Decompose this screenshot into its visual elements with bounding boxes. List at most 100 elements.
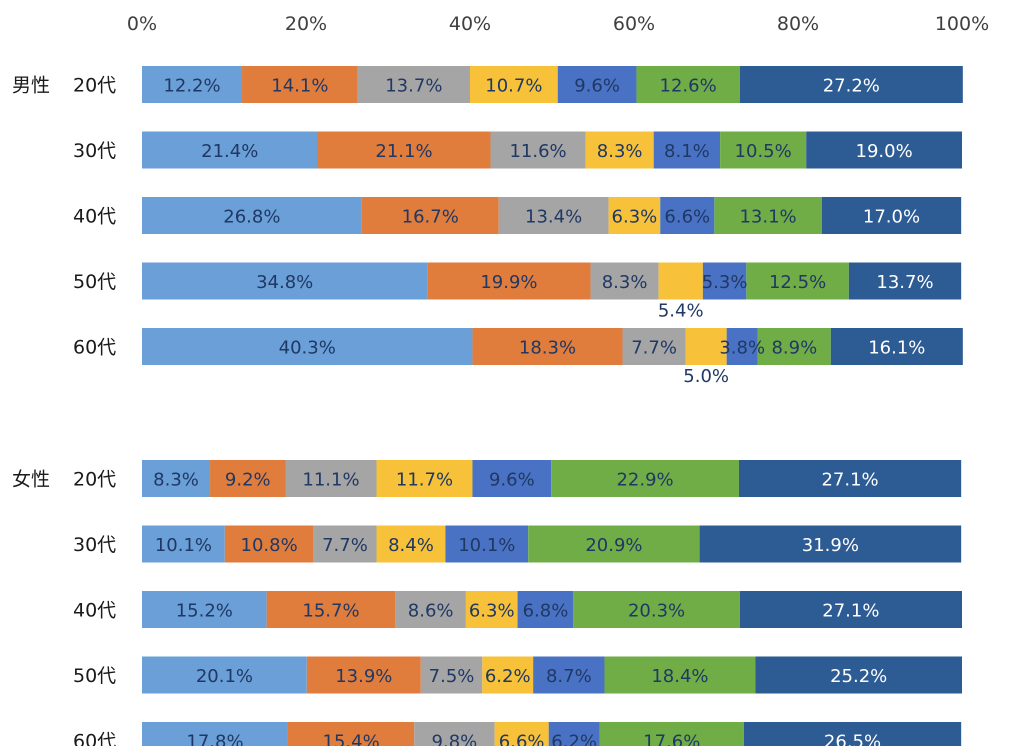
data-label: 12.6% xyxy=(660,76,717,97)
bar-segment xyxy=(702,262,747,300)
data-label: 6.3% xyxy=(469,601,515,622)
data-label: 15.4% xyxy=(323,732,380,746)
data-label: 19.0% xyxy=(856,141,913,162)
data-label: 34.8% xyxy=(256,272,313,293)
bar-segment xyxy=(490,131,586,169)
row-label: 50代 xyxy=(73,665,116,687)
data-label: 20.9% xyxy=(585,535,642,556)
row-label: 40代 xyxy=(73,206,116,228)
bar-segment xyxy=(685,328,727,365)
data-label: 18.4% xyxy=(651,666,708,687)
row-label: 40代 xyxy=(73,600,116,622)
x-axis-ticks: 0% 20% 40% 60% 80% 100% xyxy=(127,13,989,35)
data-label: 26.8% xyxy=(223,207,280,228)
bar-segment xyxy=(528,525,700,563)
row-label: 60代 xyxy=(73,731,116,746)
bar-segment xyxy=(142,197,362,234)
data-label: 27.1% xyxy=(822,601,879,622)
data-label: 8.3% xyxy=(597,141,643,162)
bar-segment xyxy=(472,328,623,365)
data-label: 19.9% xyxy=(480,272,537,293)
data-label: 13.1% xyxy=(739,207,796,228)
data-label: 10.7% xyxy=(485,76,542,97)
data-label: 13.7% xyxy=(876,272,933,293)
bar-segment xyxy=(357,66,470,103)
bar-segment xyxy=(445,525,529,563)
bar-segment xyxy=(739,66,963,103)
bar-segment xyxy=(376,525,446,563)
data-label: 25.2% xyxy=(830,666,887,687)
row-labels: 20代 30代 40代 50代 60代 20代 30代 40代 50代 60代 xyxy=(73,75,116,746)
bar-segment xyxy=(361,197,499,234)
bar-segment xyxy=(427,262,591,300)
data-label: 6.8% xyxy=(523,601,569,622)
data-label: 15.2% xyxy=(176,601,233,622)
bar-segment xyxy=(472,460,552,497)
bar-segment xyxy=(821,197,962,234)
bar-segment xyxy=(376,460,473,497)
data-label: 27.1% xyxy=(821,470,878,491)
bar-segment xyxy=(313,525,377,563)
bar-segment xyxy=(482,656,534,694)
bar-segment xyxy=(608,197,661,234)
data-label: 18.3% xyxy=(519,338,576,359)
data-label: 11.6% xyxy=(509,141,566,162)
row-label: 30代 xyxy=(73,140,116,162)
row-label: 50代 xyxy=(73,271,116,293)
bar-segment xyxy=(699,525,962,563)
data-label: 17.0% xyxy=(863,207,920,228)
bar-segment xyxy=(285,460,377,497)
bar-segment xyxy=(317,131,491,169)
bar-segment xyxy=(726,328,758,365)
data-label: 13.4% xyxy=(525,207,582,228)
row-label: 60代 xyxy=(73,337,116,359)
bars xyxy=(142,66,963,746)
data-label: 16.1% xyxy=(868,338,925,359)
data-label: 9.8% xyxy=(432,732,478,746)
data-label: 10.1% xyxy=(458,535,515,556)
x-tick-label: 80% xyxy=(777,13,819,35)
bar-segment xyxy=(557,66,637,103)
data-label: 12.5% xyxy=(769,272,826,293)
data-label: 5.0% xyxy=(683,366,729,387)
bar-segment xyxy=(142,131,318,169)
data-label: 5.4% xyxy=(658,301,704,322)
data-label: 8.9% xyxy=(771,338,817,359)
data-label: 6.2% xyxy=(551,732,597,746)
data-label: 21.1% xyxy=(375,141,432,162)
bar-segment xyxy=(420,656,483,694)
data-label: 8.4% xyxy=(388,535,434,556)
data-label: 17.8% xyxy=(186,732,243,746)
bar-segment xyxy=(551,460,739,497)
bar-segment xyxy=(830,328,963,365)
bar-segment xyxy=(395,591,466,628)
x-tick-label: 100% xyxy=(935,13,989,35)
data-label: 20.3% xyxy=(628,601,685,622)
data-label: 7.5% xyxy=(429,666,475,687)
data-label: 31.9% xyxy=(802,535,859,556)
data-label: 20.1% xyxy=(196,666,253,687)
bar-segment xyxy=(142,328,473,365)
bar-segment xyxy=(470,66,558,103)
data-label: 10.5% xyxy=(735,141,792,162)
data-label: 27.2% xyxy=(823,76,880,97)
data-label: 13.7% xyxy=(385,76,442,97)
bar-segment xyxy=(142,525,225,563)
bar-segment xyxy=(142,722,288,746)
data-label: 12.2% xyxy=(163,76,220,97)
data-label: 6.6% xyxy=(664,207,710,228)
bar-segment xyxy=(720,131,807,169)
data-label: 5.3% xyxy=(702,272,748,293)
data-label: 6.6% xyxy=(499,732,545,746)
bar-segment xyxy=(498,197,609,234)
bar-segment xyxy=(494,722,549,746)
bar-segment xyxy=(266,591,396,628)
data-label: 11.1% xyxy=(302,470,359,491)
x-tick-label: 20% xyxy=(285,13,327,35)
bar-segment xyxy=(242,66,358,103)
bar-segment xyxy=(658,262,703,300)
bar-segment xyxy=(517,591,574,628)
x-tick-label: 0% xyxy=(127,13,157,35)
